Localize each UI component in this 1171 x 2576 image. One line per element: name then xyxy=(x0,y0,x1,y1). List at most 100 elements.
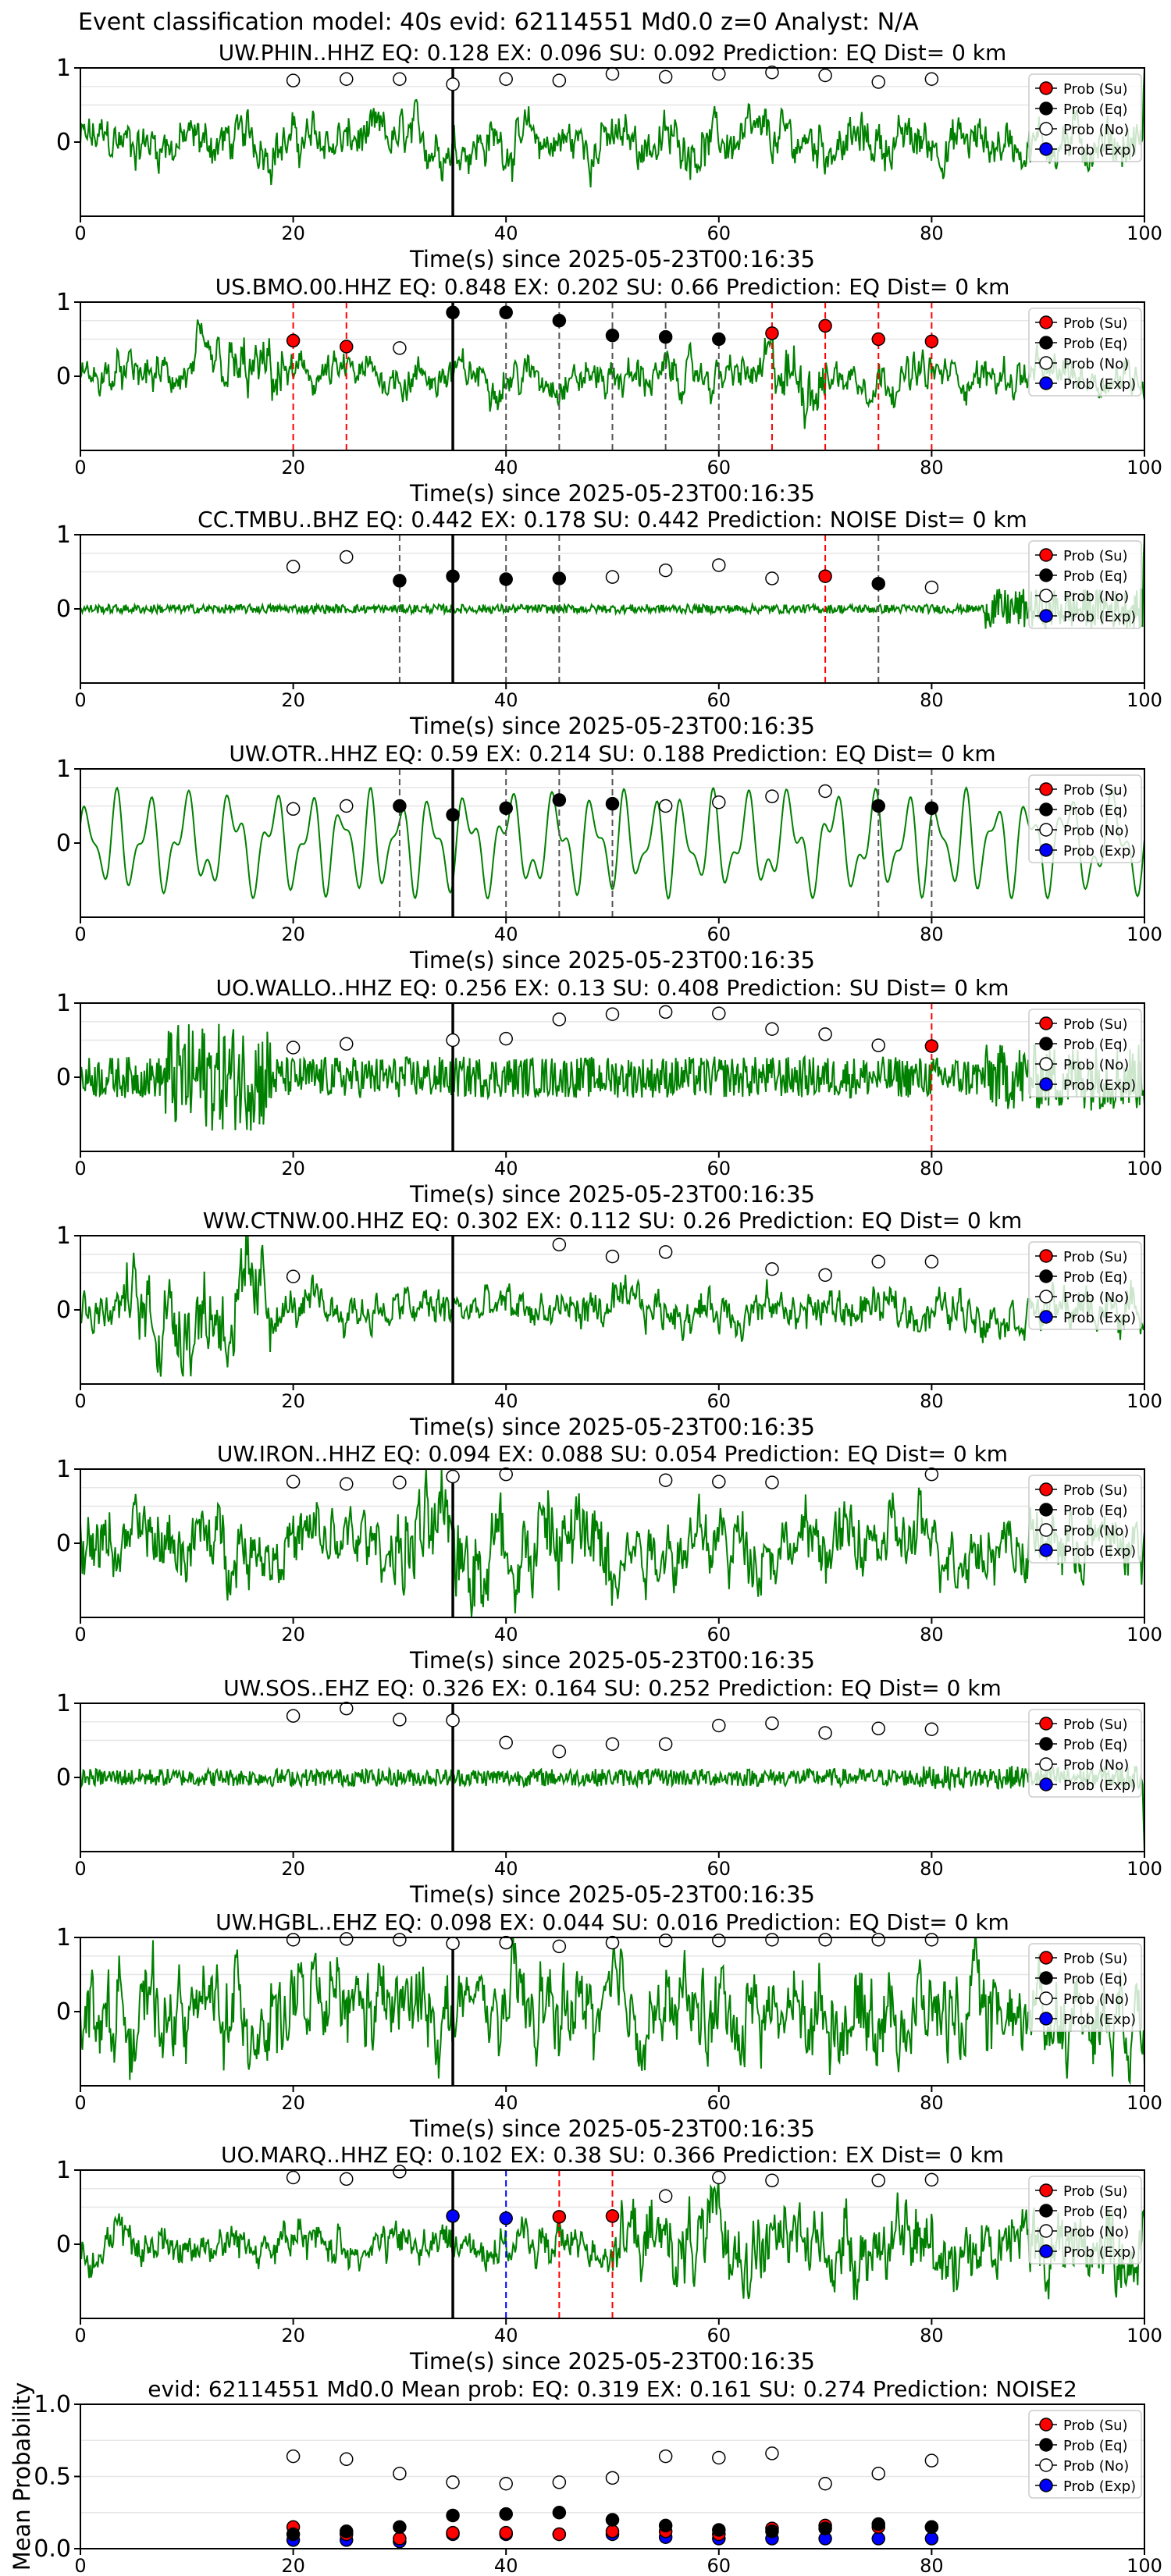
y-tick-label: 1 xyxy=(56,990,71,1017)
prob-no-marker xyxy=(924,1467,939,1482)
waveform-trace xyxy=(80,1765,1145,1852)
prob-no-marker xyxy=(605,570,620,584)
legend-marker xyxy=(1039,1757,1053,1771)
prob-no-marker xyxy=(286,1709,301,1723)
x-tick-label: 0 xyxy=(74,1624,86,1646)
subplot-title: US.BMO.00.HHZ EQ: 0.848 EX: 0.202 SU: 0.… xyxy=(215,274,1010,300)
x-tick-label: 40 xyxy=(494,689,518,711)
legend-marker xyxy=(1039,2183,1053,2197)
legend-marker xyxy=(1039,101,1053,116)
waveform-trace xyxy=(80,1937,1145,2086)
x-tick-label: 0 xyxy=(74,1858,86,1880)
legend-box xyxy=(1028,2410,1142,2499)
legend-label: Prob (Su) xyxy=(1063,1016,1128,1033)
x-tick-label: 0 xyxy=(74,2092,86,2114)
waveform-trace xyxy=(80,1023,1145,1131)
prob-eq-marker xyxy=(765,2524,779,2539)
y-tick-label: 0 xyxy=(56,2231,71,2258)
legend-marker xyxy=(1039,589,1053,603)
legend-marker xyxy=(1039,1523,1053,1537)
prob-eq-marker xyxy=(712,2523,726,2537)
x-tick-label: 0 xyxy=(74,923,86,945)
figure-title: Event classification model: 40s evid: 62… xyxy=(78,9,919,36)
x-tick-label: 20 xyxy=(281,1858,305,1880)
x-tick-label: 80 xyxy=(920,2325,944,2347)
legend-marker xyxy=(1039,142,1053,156)
legend: Prob (Su) Prob (Eq) Prob (No) Prob (Exp) xyxy=(1028,774,1142,863)
prob-no-marker xyxy=(658,2189,673,2203)
x-tick-label: 20 xyxy=(281,1624,305,1646)
x-axis-label: Time(s) since 2025-05-23T00:16:35 xyxy=(409,947,815,973)
legend-marker xyxy=(1039,315,1053,329)
x-tick-label: 100 xyxy=(1127,1858,1162,1880)
y-tick-label: 0 xyxy=(56,1764,71,1791)
prob-no-marker xyxy=(924,2172,939,2187)
prob-su-marker xyxy=(871,332,885,347)
legend-label: Prob (Eq) xyxy=(1063,1037,1128,1053)
legend-marker xyxy=(1039,1037,1053,1051)
subplot-title: CC.TMBU..BHZ EQ: 0.442 EX: 0.178 SU: 0.4… xyxy=(198,507,1027,532)
legend-marker xyxy=(1039,1269,1053,1283)
y-tick-label: 0.5 xyxy=(34,2464,71,2491)
legend-label: Prob (Exp) xyxy=(1063,1777,1136,1794)
prob-no-marker xyxy=(499,2477,513,2491)
x-tick-label: 0 xyxy=(74,689,86,711)
legend-box xyxy=(1028,1943,1142,2032)
prob-no-marker xyxy=(924,1933,939,1947)
subplot-1: UW.PHIN..HHZ EQ: 0.128 EX: 0.096 SU: 0.0… xyxy=(56,40,1162,272)
prob-no-marker xyxy=(924,2453,939,2467)
y-tick-label: 1 xyxy=(56,1690,71,1717)
legend-box xyxy=(1028,1475,1142,1564)
subplot-title: UW.IRON..HHZ EQ: 0.094 EX: 0.088 SU: 0.0… xyxy=(217,1441,1008,1467)
legend-label: Prob (No) xyxy=(1063,1523,1129,1539)
x-tick-label: 60 xyxy=(707,2092,731,2114)
prob-no-marker xyxy=(658,69,673,84)
x-tick-label: 40 xyxy=(494,1858,518,1880)
y-tick-label: 0 xyxy=(56,596,71,623)
prob-eq-marker xyxy=(552,793,567,807)
legend-label: Prob (No) xyxy=(1063,2458,1129,2475)
legend-marker xyxy=(1039,1249,1053,1263)
prob-no-marker xyxy=(765,1933,779,1947)
prob-no-marker xyxy=(871,1038,885,1052)
y-tick-label: 1.0 xyxy=(34,2391,71,2418)
x-tick-label: 20 xyxy=(281,2555,305,2576)
legend-marker xyxy=(1039,81,1053,95)
legend-label: Prob (Su) xyxy=(1063,81,1128,98)
prob-no-marker xyxy=(605,2471,620,2485)
y-tick-label: 0 xyxy=(56,1297,71,1324)
waveform-trace xyxy=(80,785,1145,900)
legend-marker xyxy=(1039,356,1053,370)
x-tick-label: 20 xyxy=(281,1390,305,1412)
prob-no-marker xyxy=(765,1262,779,1276)
legend-label: Prob (Su) xyxy=(1063,2183,1128,2200)
legend-marker xyxy=(1039,1057,1053,1071)
prob-eq-marker xyxy=(499,801,513,816)
subplot-title: WW.CTNW.00.HHZ EQ: 0.302 EX: 0.112 SU: 0… xyxy=(203,1208,1023,1233)
y-tick-label: 0 xyxy=(56,129,71,156)
prob-su-marker xyxy=(818,318,832,333)
legend-marker xyxy=(1039,1482,1053,1496)
prob-no-marker xyxy=(446,2475,460,2489)
legend-marker xyxy=(1039,1737,1053,1751)
legend-label: Prob (Eq) xyxy=(1063,802,1128,819)
legend-label: Prob (No) xyxy=(1063,1057,1129,1073)
prob-exp-marker xyxy=(871,2532,885,2546)
prob-no-marker xyxy=(340,72,354,86)
prob-no-marker xyxy=(605,1249,620,1264)
prob-no-marker xyxy=(924,72,939,86)
legend-marker xyxy=(1039,548,1053,562)
legend-marker xyxy=(1039,1290,1053,1304)
prob-eq-marker xyxy=(552,314,567,328)
legend-marker xyxy=(1039,2012,1053,2026)
subplot-title: UW.HGBL..EHZ EQ: 0.098 EX: 0.044 SU: 0.0… xyxy=(215,1909,1009,1935)
prob-no-marker xyxy=(818,1726,832,1740)
legend: Prob (Su) Prob (Eq) Prob (No) Prob (Exp) xyxy=(1028,73,1142,162)
legend-label: Prob (Exp) xyxy=(1063,2244,1136,2261)
prob-su-marker xyxy=(924,334,939,349)
subplot-3: CC.TMBU..BHZ EQ: 0.442 EX: 0.178 SU: 0.4… xyxy=(56,507,1162,739)
x-tick-label: 0 xyxy=(74,457,86,479)
y-tick-label: 1 xyxy=(56,2157,71,2184)
